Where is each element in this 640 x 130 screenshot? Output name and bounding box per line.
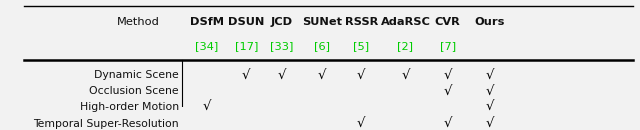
Text: [17]: [17]: [234, 41, 258, 51]
Text: √: √: [444, 84, 452, 97]
Text: Temporal Super-Resolution: Temporal Super-Resolution: [33, 119, 179, 129]
Text: Ours: Ours: [475, 17, 505, 27]
Text: [34]: [34]: [195, 41, 219, 51]
Text: Dynamic Scene: Dynamic Scene: [94, 70, 179, 80]
Text: [2]: [2]: [397, 41, 413, 51]
Text: RSSR: RSSR: [345, 17, 378, 27]
Text: JCD: JCD: [271, 17, 292, 27]
Text: [6]: [6]: [314, 41, 330, 51]
Text: [7]: [7]: [440, 41, 456, 51]
Text: √: √: [357, 117, 365, 130]
Text: √: √: [203, 100, 211, 113]
Text: [5]: [5]: [353, 41, 369, 51]
Text: √: √: [486, 100, 494, 113]
Text: √: √: [486, 117, 494, 130]
Text: CVR: CVR: [435, 17, 461, 27]
Text: AdaRSC: AdaRSC: [381, 17, 430, 27]
Text: SUNet: SUNet: [302, 17, 342, 27]
Text: √: √: [444, 69, 452, 82]
Text: Method: Method: [117, 17, 160, 27]
Text: √: √: [277, 69, 286, 82]
Text: DSfM: DSfM: [190, 17, 224, 27]
Text: DSUN: DSUN: [228, 17, 264, 27]
Text: √: √: [444, 117, 452, 130]
Text: √: √: [242, 69, 250, 82]
Text: √: √: [486, 84, 494, 97]
Text: √: √: [486, 69, 494, 82]
Text: √: √: [357, 69, 365, 82]
Text: High-order Motion: High-order Motion: [80, 102, 179, 112]
Text: [33]: [33]: [270, 41, 293, 51]
Text: Occlusion Scene: Occlusion Scene: [90, 86, 179, 96]
Text: √: √: [401, 69, 410, 82]
Text: √: √: [318, 69, 326, 82]
